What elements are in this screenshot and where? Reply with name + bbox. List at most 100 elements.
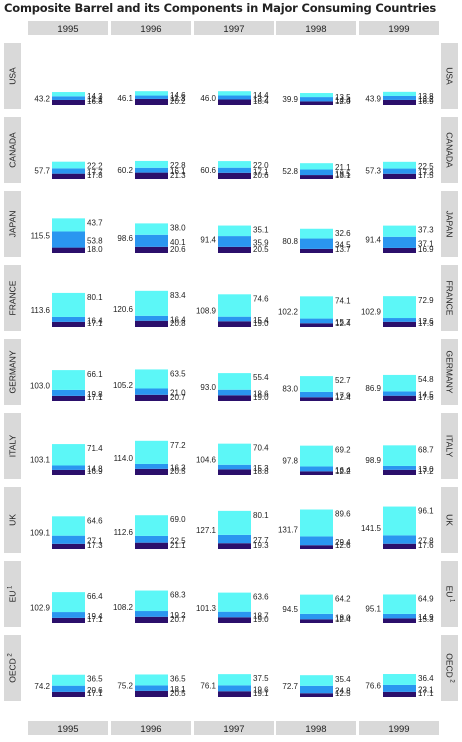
top-value-label: 22.8	[170, 161, 186, 170]
country-panel-left	[4, 635, 21, 701]
bottom-value-label: 17.2	[418, 467, 434, 476]
bar-segment-middle	[52, 535, 85, 544]
bar-segment-bottom	[218, 469, 251, 475]
total-value-label: 131.7	[278, 525, 299, 534]
bar-segment-bottom	[52, 543, 85, 549]
country-panel-right	[441, 635, 458, 701]
bar-segment-top	[218, 91, 251, 96]
total-value-label: 76.6	[365, 682, 381, 691]
middle-value-label: 27.8	[418, 537, 434, 546]
top-value-label: 22.5	[418, 162, 434, 171]
bar-segment-bottom	[135, 690, 168, 697]
country-label-left: OECD 2	[8, 653, 18, 683]
bar-segment-middle	[52, 612, 85, 618]
bottom-value-label: 20.8	[170, 319, 186, 328]
year-header-top: 1999	[388, 24, 409, 35]
bar-segment-bottom	[218, 617, 251, 623]
bottom-value-label: 19.0	[253, 393, 269, 402]
bar-segment-top	[218, 674, 251, 686]
bar-segment-middle	[135, 234, 168, 247]
year-header-bottom: 1998	[305, 724, 326, 735]
bottom-value-label: 17.1	[87, 319, 103, 328]
top-value-label: 52.7	[335, 376, 351, 385]
total-value-label: 46.0	[200, 94, 216, 103]
bar-segment-bottom	[300, 175, 333, 179]
bottom-value-label: 20.5	[170, 689, 186, 698]
total-value-label: 97.8	[282, 456, 298, 465]
bar-segment-middle	[218, 611, 251, 618]
bar-segment-middle	[218, 389, 251, 396]
country-label-left: FRANCE	[8, 280, 18, 315]
bar-segment-middle	[52, 168, 85, 174]
bottom-value-label: 17.1	[418, 689, 434, 698]
country-label-left: ITALY	[8, 434, 18, 457]
bar-segment-top	[300, 296, 333, 319]
country-label-right: ITALY	[445, 435, 455, 458]
bar-segment-bottom	[52, 247, 85, 253]
bottom-value-label: 17.5	[418, 171, 434, 180]
top-value-label: 38.0	[170, 223, 186, 232]
total-value-label: 43.2	[34, 95, 50, 104]
total-value-label: 94.5	[282, 605, 298, 614]
top-value-label: 64.9	[418, 594, 434, 603]
country-panel-left	[4, 561, 21, 627]
bar-segment-bottom	[135, 394, 168, 401]
bar-segment-middle	[135, 611, 168, 617]
bottom-value-label: 16.9	[418, 97, 434, 106]
middle-value-label: 18.0	[335, 614, 351, 623]
bar-segment-middle	[300, 169, 333, 176]
top-value-label: 37.5	[253, 674, 269, 683]
bar-segment-middle	[300, 466, 333, 472]
total-value-label: 74.2	[34, 682, 50, 691]
bar-segment-middle	[383, 391, 416, 396]
bottom-value-label: 16.9	[87, 467, 103, 476]
bar-segment-bottom	[218, 395, 251, 401]
middle-value-label: 19.2	[170, 611, 186, 620]
year-header-top: 1995	[57, 24, 78, 35]
bar-segment-middle	[135, 167, 168, 173]
country-label-right: GERMANY	[445, 351, 455, 394]
country-panel-left	[4, 487, 21, 553]
bar-segment-bottom	[52, 321, 85, 327]
country-panel-right	[441, 339, 458, 405]
bar-segment-top	[300, 228, 333, 239]
bar-segment-bottom	[218, 691, 251, 697]
bottom-value-label: 13.7	[335, 245, 351, 254]
top-value-label: 74.6	[253, 294, 269, 303]
top-value-label: 83.4	[170, 291, 186, 300]
country-panel-left	[4, 413, 21, 479]
middle-value-label: 18.7	[253, 611, 269, 620]
bar-segment-middle	[135, 535, 168, 543]
total-value-label: 46.1	[117, 94, 133, 103]
total-value-label: 102.2	[278, 308, 299, 317]
bar-segment-top	[135, 290, 168, 316]
bottom-value-label: 20.7	[170, 393, 186, 402]
bar-segment-top	[383, 296, 416, 319]
bar-segment-bottom	[300, 545, 333, 549]
total-value-label: 93.0	[200, 383, 216, 392]
bar-segment-top	[52, 674, 85, 686]
middle-value-label: 16.1	[170, 167, 186, 176]
country-label-superscript: 1	[8, 585, 14, 591]
bar-segment-bottom	[300, 248, 333, 253]
bottom-value-label: 17.1	[87, 689, 103, 698]
bar-segment-bottom	[383, 618, 416, 623]
total-value-label: 95.1	[365, 605, 381, 614]
top-value-label: 96.1	[418, 507, 434, 516]
chart-title: Composite Barrel and its Components in M…	[4, 1, 437, 15]
total-value-label: 43.9	[365, 94, 381, 103]
bar-segment-top	[300, 376, 333, 392]
middle-value-label: 27.7	[253, 536, 269, 545]
bar-segment-top	[218, 225, 251, 237]
bottom-value-label: 15.3	[418, 615, 434, 624]
bar-segment-middle	[52, 389, 85, 396]
middle-value-label: 19.6	[253, 685, 269, 694]
bar-segment-top	[383, 445, 416, 466]
bar-segment-middle	[218, 534, 251, 544]
middle-value-label: 16.4	[87, 316, 103, 325]
middle-value-label: 37.1	[418, 239, 434, 248]
total-value-label: 101.3	[196, 604, 217, 613]
bar-segment-top	[135, 590, 168, 612]
bar-segment-middle	[300, 318, 333, 324]
bar-segment-middle	[383, 168, 416, 174]
